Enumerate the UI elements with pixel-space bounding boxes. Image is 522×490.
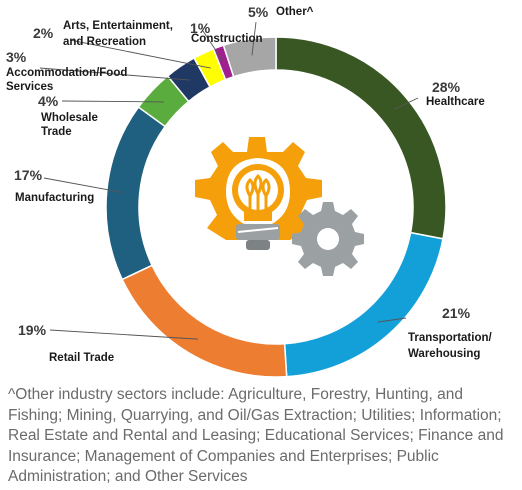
slice-label-other: Other^ (276, 6, 314, 18)
bulb-neck (244, 212, 272, 221)
slice-labels: 28% Healthcare 21% Transportation/ Wareh… (6, 4, 495, 364)
slice-label-accommodation: Accommodation/Food Services (6, 67, 131, 93)
leader-line-arts (69, 39, 211, 69)
leader-line-retail (49, 329, 198, 340)
leader-line-manufacturing (43, 177, 124, 193)
leader-line-wholesale (61, 100, 165, 103)
slice-label-value-healthcare: 28% (432, 79, 461, 95)
leader-line-transportation (377, 317, 407, 323)
slice-label-transportation-line2: Warehousing (408, 348, 480, 360)
slice-manufacturing (105, 106, 167, 281)
leader-lines (39, 21, 419, 340)
slice-label-retail: Retail Trade (49, 352, 114, 364)
slice-label-arts: Arts, Entertainment, and Recreation (63, 20, 176, 48)
slice-label-accommodation-line1: Accommodation/Food (6, 67, 127, 79)
leader-line-other (251, 21, 257, 56)
slice-label-transportation: Transportation/ Warehousing (408, 332, 495, 360)
slice-label-arts-line2: and Recreation (63, 36, 146, 48)
leader-line-accommodation (39, 67, 190, 81)
slice-label-healthcare: Healthcare (426, 96, 485, 108)
small-gear-icon (292, 202, 364, 276)
slice-label-value-arts: 2% (33, 25, 54, 41)
slice-label-accommodation-line2: Services (6, 81, 53, 93)
slice-label-wholesale-line1: Wholesale (41, 112, 98, 124)
leader-line-construction (202, 30, 225, 63)
leader-line-healthcare (394, 97, 419, 110)
slice-other (222, 36, 277, 78)
bulb-filament (245, 173, 271, 212)
slice-label-value-accommodation: 3% (6, 49, 27, 65)
slice-label-value-transportation: 21% (442, 305, 471, 321)
slice-label-value-construction: 1% (190, 20, 211, 36)
slice-label-value-wholesale: 4% (38, 93, 59, 109)
slice-label-value-manufacturing: 17% (14, 167, 43, 183)
slice-label-construction: Construction (191, 33, 263, 45)
slice-label-value-other: 5% (248, 4, 269, 20)
slice-label-transportation-line1: Transportation/ (408, 332, 493, 344)
slice-label-value-retail: 19% (18, 322, 47, 338)
slice-label-manufacturing: Manufacturing (15, 192, 94, 204)
lightbulb-gear-icon (195, 137, 364, 276)
slice-label-wholesale: Wholesale Trade (41, 112, 101, 138)
donut-chart: 28% Healthcare 21% Transportation/ Wareh… (6, 4, 495, 378)
bulb-tip (246, 240, 270, 250)
bulb-base-thread (237, 227, 279, 233)
slice-retail (121, 264, 288, 378)
slice-label-wholesale-line2: Trade (41, 126, 72, 138)
large-gear-icon (195, 137, 322, 240)
footnote: ^Other industry sectors include: Agricul… (8, 386, 504, 485)
slice-label-arts-line1: Arts, Entertainment, (63, 20, 173, 32)
